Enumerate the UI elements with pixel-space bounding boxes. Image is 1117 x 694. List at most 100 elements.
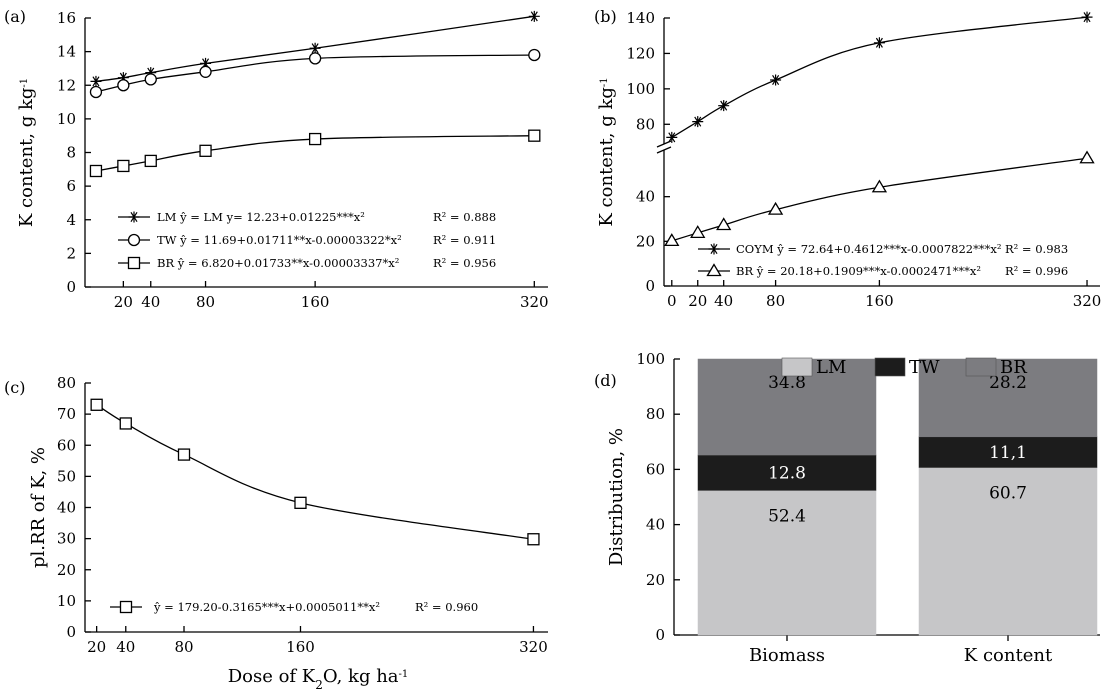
x-tick-label: 320 [519,638,548,656]
x-tick-label: 160 [286,638,315,656]
x-tick-label: 20 [114,293,133,311]
y-tick-label: 12 [57,76,76,94]
legend-marker [119,600,133,614]
point-BR [1079,150,1095,164]
legend-swatch-LM [781,357,813,377]
x-tick-label: 80 [174,638,193,656]
y-axis-label: K content, g kg-1 [16,78,37,227]
segment-label-BR: 28.2 [989,373,1027,393]
point-BR [528,129,541,142]
bar-segment-TW [697,454,877,491]
x-tick-label: 40 [141,293,160,311]
y-tick-label: 100 [636,350,665,368]
legend-text-COYM: COYM ŷ = 72.64+0.4612***x-0.0007822***x² [736,242,1001,256]
series-line-fit [96,404,534,540]
x-tick-label: 320 [520,293,549,311]
point-COYM [873,37,885,49]
point-fit [119,417,132,430]
y-tick-label: 0 [655,626,665,644]
y-tick-label: 80 [646,405,665,423]
point-COYM [692,116,704,128]
point-TW [117,79,130,92]
series-line-COYM [671,16,1088,138]
y-tick-label: 60 [646,460,665,478]
point-BR [690,225,706,238]
y-tick-label: 60 [57,436,76,454]
y-tick-label: 6 [66,177,76,195]
legend-label-BR: BR [1000,357,1027,378]
point-BR [871,179,888,193]
point-fit [177,448,191,461]
y-tick-label: 4 [66,211,76,229]
legend-marker-BR [127,256,141,270]
legend-marker-TW [127,233,141,247]
y-tick-label: 14 [57,43,76,61]
panel-label: (b) [594,7,617,26]
point-COYM [666,131,678,143]
segment-label-TW: 12.8 [768,464,806,484]
y-tick-label: 100 [626,80,655,98]
y-tick-label: 20 [57,561,76,579]
x-category-label: Biomass [749,645,825,666]
x-axis-label: Dose of K2O, kg ha-1 [228,666,409,692]
y-tick-label: 16 [57,9,76,27]
y-tick-label: 120 [626,44,655,62]
point-LM [309,42,321,54]
y-tick-label: 40 [646,516,665,534]
segment-label-BR: 34.8 [768,373,806,393]
chart-d: 0 20 40 60 80 100 (d) Distribution, % Biomass 52.… [594,350,1100,666]
y-tick-label: 20 [646,571,665,589]
legend-text-TW: TW ŷ = 11.69+0.01711**x-0.00003322*x² [157,233,402,247]
panel-label: (c) [4,378,25,397]
legend-label-TW: TW [909,357,940,378]
y-tick-label: 0 [66,623,76,641]
legend-text-BR: BR ŷ = 6.820+0.01733**x-0.00003337*x² [157,256,399,270]
y-tick-label: 140 [626,9,655,27]
y-tick-label: 10 [57,110,76,128]
point-COYM [1081,11,1093,23]
point-LM [145,67,157,79]
segment-label-LM: 60.7 [989,483,1027,503]
y-tick-label: 80 [57,374,76,392]
legend-r2-BR: R² = 0.956 [433,256,496,270]
point-BR [716,217,732,231]
point-TW [89,85,103,99]
y-tick-label: 10 [57,592,76,610]
x-category-label: K content [964,645,1053,666]
chart-a: 0 2 4 6 8 10 12 14 16 20 40 80 160 320 (a) K content, g… [4,7,549,311]
y-tick-label: 2 [66,244,76,262]
y-tick-label: 40 [57,499,76,517]
point-TW [144,73,157,86]
point-fit [527,533,540,546]
point-BR [144,154,157,168]
legend-marker-BR [706,263,722,277]
y-tick-label: 70 [57,405,76,423]
x-tick-label: 160 [865,292,894,310]
y-tick-label: 50 [57,467,76,485]
legend-r2: R² = 0.960 [415,600,478,614]
bar-segment-LM [697,490,877,636]
x-tick-label: 80 [196,293,215,311]
segment-label-TW: 11,1 [989,443,1027,463]
legend-swatch-BR [965,357,997,377]
y-tick-label: 80 [636,115,655,133]
legend-r2-TW: R² = 0.911 [433,233,496,247]
point-COYM [718,100,730,112]
x-tick-label: 0 [667,292,677,310]
legend-text: ŷ = 179.20-0.3165***x+0.0005011**x² [153,600,380,614]
y-tick-label: 0 [645,277,655,295]
point-BR [199,144,212,157]
chart-c: 0 10 20 30 40 50 60 70 80 20 40 80 160 320 (c) pl.RR of… [4,374,548,692]
point-BR [89,164,103,178]
point-TW [199,65,212,78]
point-LM [117,72,129,84]
point-TW [308,52,322,65]
series-line-BR [671,157,1088,242]
x-tick-label: 160 [301,293,330,311]
legend-marker-COYM [708,243,720,255]
y-tick-label: 40 [636,188,655,206]
legend-marker-LM [128,211,140,223]
x-tick-label: 20 [688,292,707,310]
point-fit [294,496,307,509]
